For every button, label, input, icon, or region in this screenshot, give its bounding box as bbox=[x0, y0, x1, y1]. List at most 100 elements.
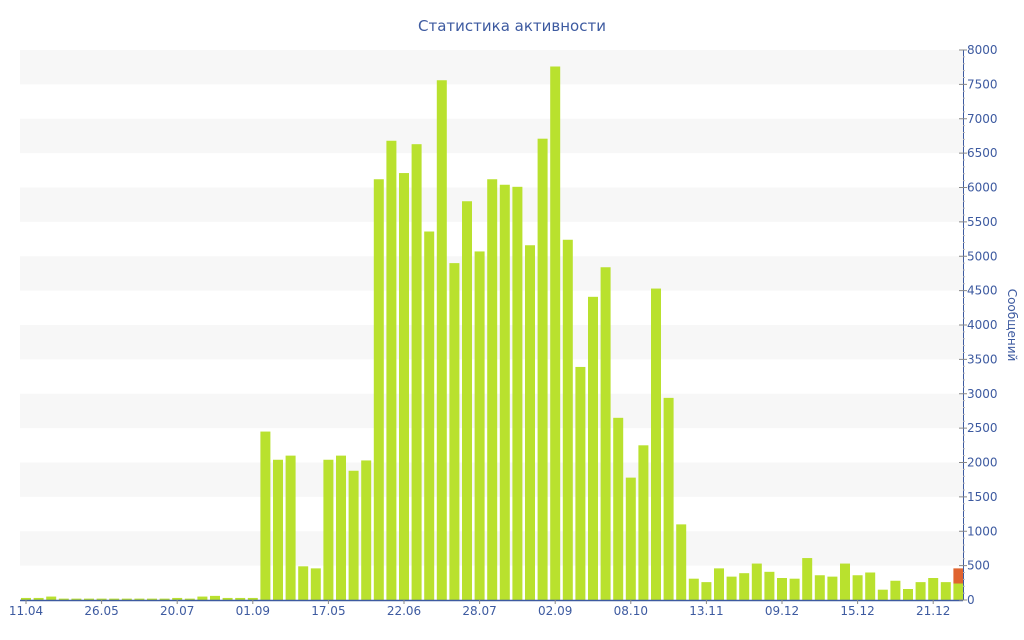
bar bbox=[348, 470, 359, 600]
bar bbox=[285, 455, 296, 600]
bar bbox=[134, 598, 145, 600]
bar bbox=[625, 477, 636, 600]
bar bbox=[903, 589, 913, 600]
bar bbox=[121, 598, 132, 600]
x-tick-label: 22.06 bbox=[387, 604, 421, 618]
bar bbox=[336, 455, 346, 600]
y-tick-label: 6000 bbox=[967, 181, 998, 195]
bar bbox=[474, 251, 485, 600]
bar bbox=[751, 563, 762, 600]
y-tick-label: 0 bbox=[967, 593, 975, 607]
bar bbox=[651, 288, 661, 600]
bar bbox=[865, 572, 876, 600]
x-tick-label: 11.04 bbox=[9, 604, 43, 618]
bar bbox=[638, 445, 649, 600]
x-tick-label: 08.10 bbox=[614, 604, 648, 618]
bar bbox=[525, 245, 535, 600]
bar bbox=[877, 589, 888, 600]
x-tick-label: 13.11 bbox=[689, 604, 723, 618]
bar bbox=[688, 578, 699, 600]
bar bbox=[21, 597, 31, 600]
bar bbox=[814, 575, 825, 600]
y-tick-label: 2000 bbox=[967, 456, 998, 470]
bar bbox=[247, 597, 258, 600]
bar bbox=[940, 582, 951, 600]
bar bbox=[399, 173, 409, 600]
x-tick-label: 02.09 bbox=[538, 604, 572, 618]
y-tick-label: 7500 bbox=[967, 77, 998, 91]
bar bbox=[575, 366, 586, 600]
y-tick-label: 5000 bbox=[967, 249, 998, 263]
bar bbox=[852, 575, 863, 600]
bar bbox=[260, 431, 271, 600]
grid-band bbox=[20, 118, 963, 154]
bar bbox=[436, 80, 447, 600]
bar bbox=[890, 580, 901, 600]
x-tick-label: 09.12 bbox=[765, 604, 799, 618]
y-tick-label: 3000 bbox=[967, 387, 998, 401]
bar bbox=[777, 578, 787, 600]
bar bbox=[840, 563, 850, 600]
bar bbox=[928, 578, 939, 600]
bar bbox=[487, 179, 498, 600]
bar bbox=[197, 596, 208, 600]
bar bbox=[386, 140, 397, 600]
y-tick-label: 4000 bbox=[967, 318, 998, 332]
y-tick-label: 6500 bbox=[967, 146, 998, 160]
bar bbox=[764, 571, 775, 600]
bar bbox=[953, 583, 964, 600]
y-tick-label: 3500 bbox=[967, 352, 998, 366]
bar bbox=[915, 582, 926, 600]
bar bbox=[184, 598, 195, 600]
bar bbox=[159, 598, 170, 600]
y-tick-label: 7000 bbox=[967, 112, 998, 126]
bar bbox=[537, 138, 548, 600]
bar bbox=[449, 263, 460, 600]
bar bbox=[714, 568, 724, 600]
bar bbox=[562, 239, 573, 600]
y-tick-label: 4500 bbox=[967, 284, 998, 298]
bar bbox=[550, 66, 561, 600]
bar bbox=[701, 582, 712, 600]
bar bbox=[411, 144, 422, 600]
bar bbox=[147, 598, 157, 600]
bar bbox=[827, 576, 838, 600]
bar bbox=[613, 417, 624, 600]
bar bbox=[235, 597, 246, 600]
x-tick-label: 15.12 bbox=[840, 604, 874, 618]
x-tick-label: 21.12 bbox=[916, 604, 950, 618]
x-tick-label: 20.07 bbox=[160, 604, 194, 618]
bar bbox=[298, 566, 309, 600]
bar bbox=[373, 179, 384, 600]
y-tick-label: 500 bbox=[967, 559, 990, 573]
bar bbox=[676, 524, 687, 600]
bar bbox=[222, 597, 233, 600]
bar bbox=[58, 598, 69, 600]
x-tick-label: 01.09 bbox=[236, 604, 270, 618]
chart-title: Статистика активности bbox=[418, 17, 606, 35]
bar bbox=[512, 186, 523, 600]
bar bbox=[210, 595, 220, 600]
bar bbox=[802, 558, 813, 600]
y-tick-label: 1500 bbox=[967, 490, 998, 504]
y-axis-label: Сообщений bbox=[1005, 289, 1019, 362]
bar bbox=[499, 184, 510, 600]
x-tick-label: 28.07 bbox=[462, 604, 496, 618]
bar bbox=[84, 598, 94, 600]
bar bbox=[600, 267, 611, 600]
bar bbox=[71, 598, 82, 600]
bar-highlight bbox=[953, 568, 964, 584]
y-tick-label: 1000 bbox=[967, 524, 998, 538]
bar bbox=[96, 598, 107, 600]
bar bbox=[588, 296, 598, 600]
y-tick-label: 2500 bbox=[967, 421, 998, 435]
bar bbox=[46, 596, 57, 600]
bar bbox=[663, 397, 674, 600]
bar bbox=[323, 459, 334, 600]
grid-band bbox=[20, 50, 963, 85]
y-tick-label: 8000 bbox=[967, 43, 998, 57]
bar bbox=[273, 459, 283, 600]
bar bbox=[109, 598, 120, 600]
